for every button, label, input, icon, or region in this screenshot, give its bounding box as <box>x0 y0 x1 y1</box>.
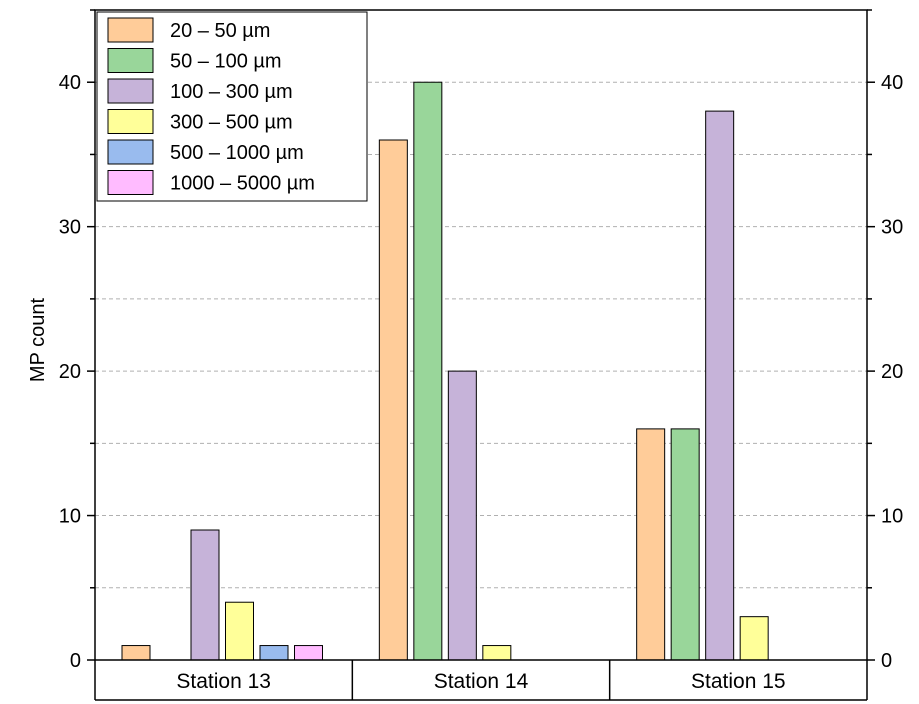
bar-2-series-1 <box>378 139 408 661</box>
bar-2-series-2 <box>413 81 443 661</box>
y-ticks: 0 0 10 10 20 20 30 30 40 40 <box>59 9 903 672</box>
left-tick-label: 10 <box>59 506 81 528</box>
bar-2-series-4 <box>482 645 512 661</box>
legend-box <box>96 11 368 202</box>
bar-3-series-3 <box>705 110 735 661</box>
right-tick-label: 30 <box>881 217 903 239</box>
y-axis-title: MP count <box>27 297 49 382</box>
legend-label: 300 – 500 µm <box>170 112 293 134</box>
bar-1-series-4 <box>225 601 254 661</box>
legend-label: 1000 – 5000 µm <box>170 173 315 195</box>
legend-swatch <box>107 48 154 73</box>
left-tick-label: 30 <box>59 217 81 239</box>
legend-swatch <box>107 139 154 165</box>
legend-swatch <box>107 170 154 195</box>
category-axis: Station 13 Station 14 Station 15 <box>176 660 786 700</box>
left-tick-label: 0 <box>70 650 81 672</box>
legend-label: 500 – 1000 µm <box>170 142 304 164</box>
left-tick-label: 40 <box>59 72 81 94</box>
axes <box>94 9 868 701</box>
legend-label: 50 – 100 µm <box>170 51 282 73</box>
bar-1-series-5 <box>259 645 289 661</box>
bar-1-series-6 <box>294 645 323 661</box>
bar-1-series-1 <box>121 645 151 661</box>
right-tick-label: 10 <box>881 506 903 528</box>
bar-3-series-1 <box>636 428 666 661</box>
right-tick-label: 0 <box>881 650 892 672</box>
bars <box>121 81 769 661</box>
legend-swatch <box>107 78 154 104</box>
left-tick-label: 20 <box>59 361 81 383</box>
category-label: Station 14 <box>434 670 529 693</box>
legend-swatch <box>107 109 154 134</box>
category-label: Station 13 <box>176 670 271 693</box>
bar-2-series-3 <box>447 370 477 661</box>
legend-label: 100 – 300 µm <box>170 81 293 103</box>
right-tick-label: 20 <box>881 361 903 383</box>
bar-3-series-4 <box>739 616 769 661</box>
plot-frame <box>94 9 868 661</box>
bar-3-series-2 <box>670 428 700 661</box>
legend-label: 20 – 50 µm <box>170 20 270 42</box>
category-label: Station 15 <box>691 670 786 693</box>
legend-swatch <box>107 17 154 43</box>
right-tick-label: 40 <box>881 72 903 94</box>
bar-1-series-3 <box>190 529 220 661</box>
legend: 20 – 50 µm 50 – 100 µm 100 – 300 µm 300 – 5… <box>96 11 368 202</box>
